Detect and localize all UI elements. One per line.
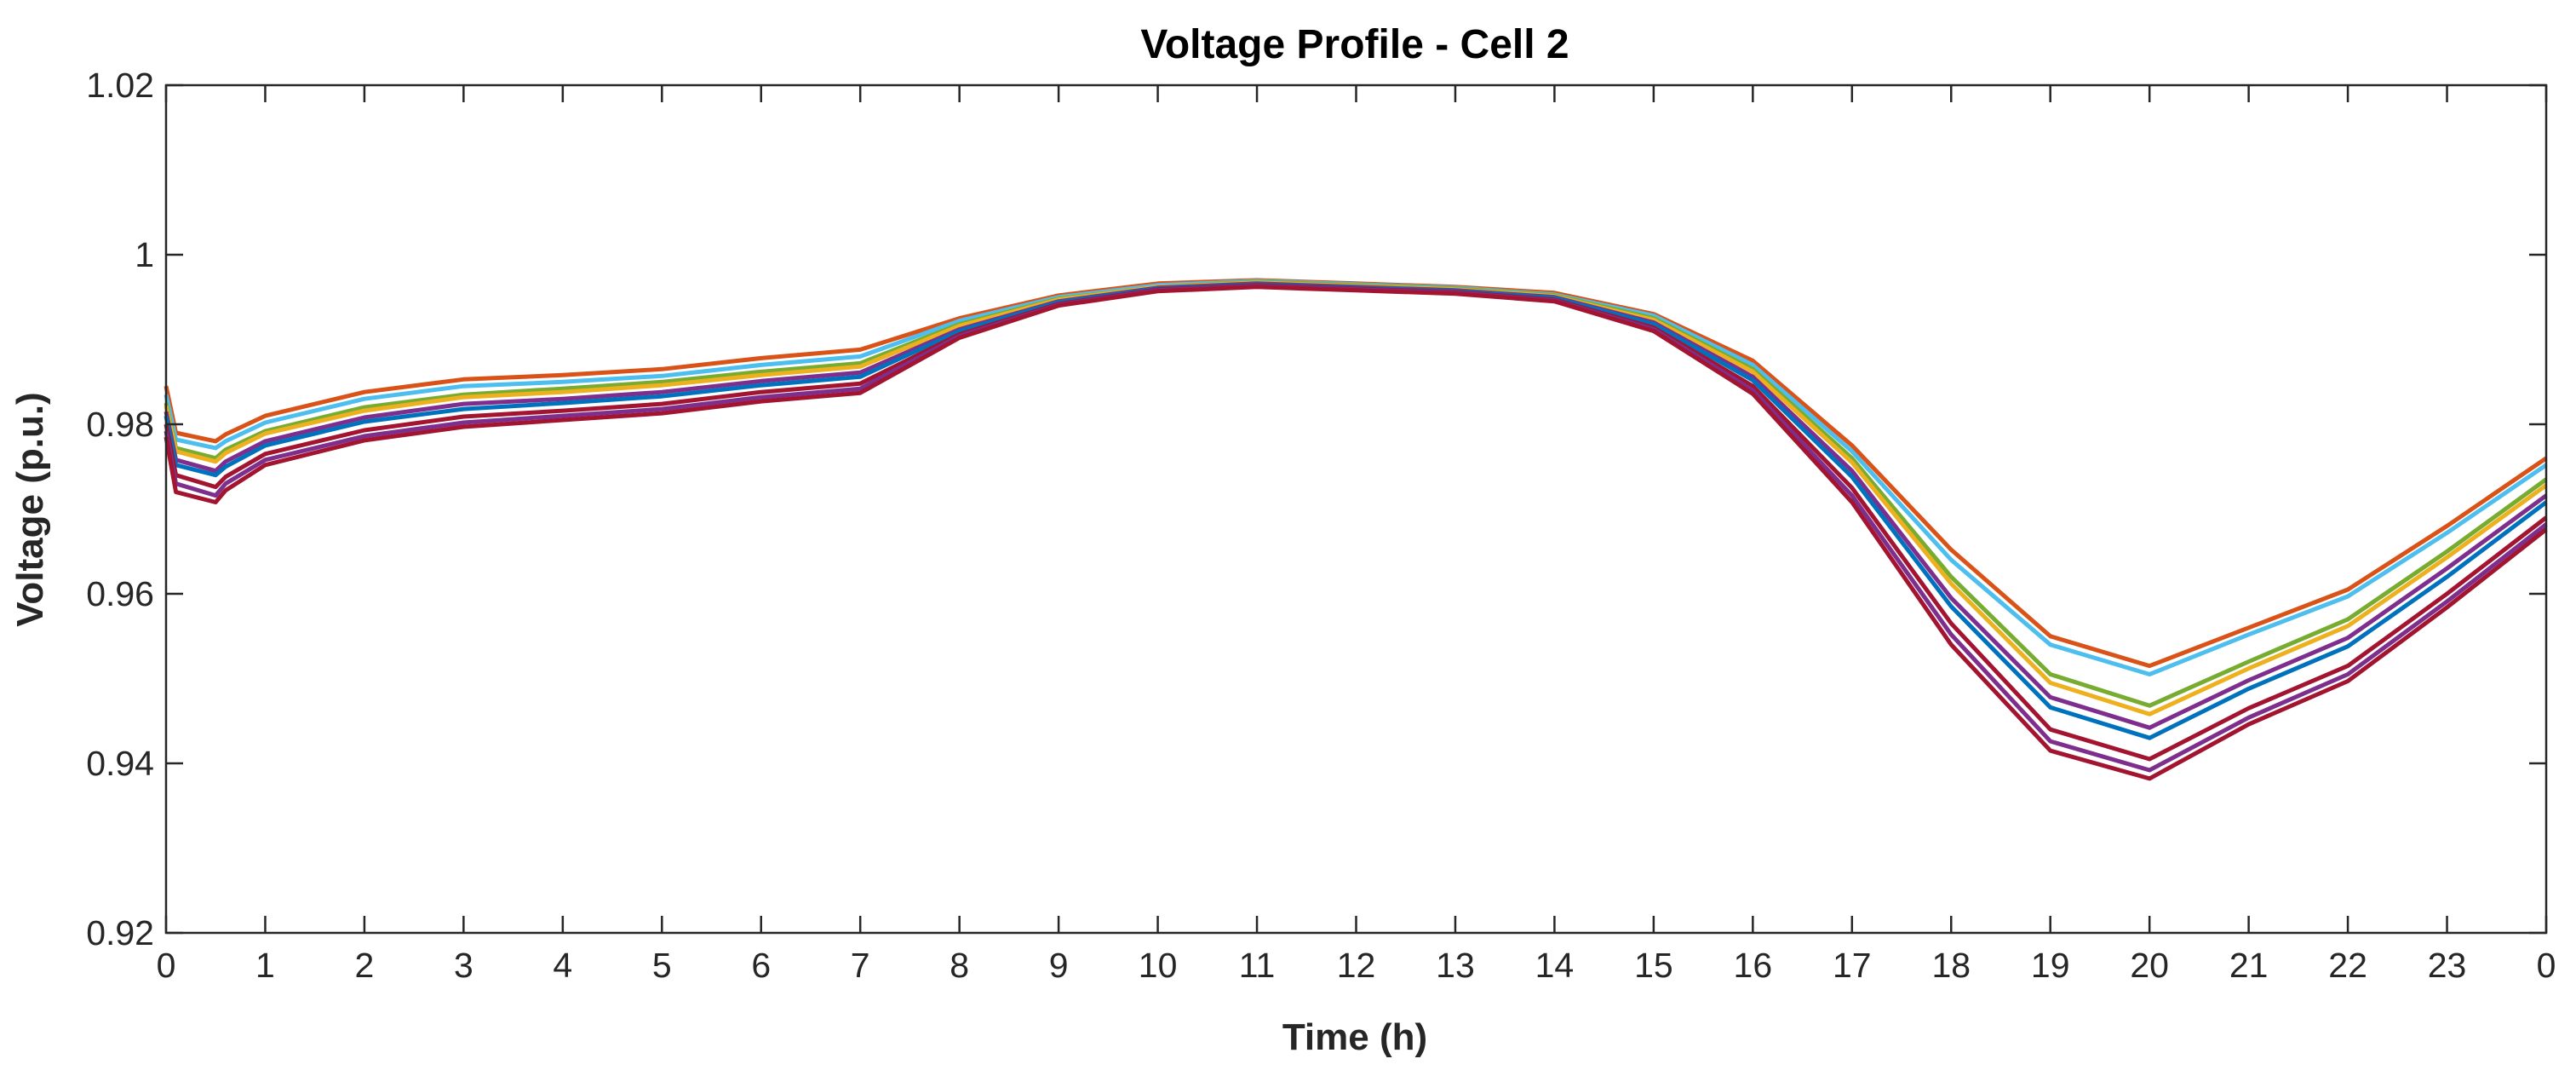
x-tick-label: 10 [1139, 946, 1178, 985]
series-line-bus-9 [164, 285, 2548, 781]
y-axis: 0.92 0.94 0.96 0.98 1 1.02 [86, 66, 2546, 952]
x-tick-label: 7 [851, 946, 870, 985]
x-tick-label: 13 [1436, 946, 1475, 985]
x-tick-label: 21 [2229, 946, 2269, 985]
x-tick-label: 6 [751, 946, 771, 985]
x-tick-label: 3 [454, 946, 473, 985]
x-tick-label: 19 [2031, 946, 2070, 985]
chart-title: Voltage Profile - Cell 2 [1140, 22, 1569, 67]
x-tick-label: 1 [255, 946, 275, 985]
x-tick-label: 23 [2428, 946, 2467, 985]
x-tick-label: 0 [2537, 946, 2556, 985]
y-tick-label: 0.96 [86, 574, 154, 613]
series-layer [164, 278, 2548, 781]
x-tick-label: 9 [1049, 946, 1069, 985]
x-tick-label: 4 [553, 946, 572, 985]
x-tick-label: 20 [2130, 946, 2169, 985]
x-tick-label: 2 [355, 946, 375, 985]
x-tick-label: 12 [1337, 946, 1376, 985]
x-tick-label: 22 [2328, 946, 2367, 985]
y-axis-title: Voltage (p.u.) [9, 392, 51, 626]
x-tick-label: 15 [1634, 946, 1673, 985]
x-tick-label: 5 [652, 946, 672, 985]
x-axis-title: Time (h) [1282, 1016, 1427, 1058]
x-tick-label: 18 [1931, 946, 1971, 985]
x-tick-label: 8 [950, 946, 969, 985]
x-tick-label: 11 [1239, 946, 1276, 985]
x-tick-label: 16 [1734, 946, 1773, 985]
x-tick-label: 0 [157, 946, 176, 985]
x-axis: 0 1 2 3 4 5 6 7 8 9 10 11 12 13 14 15 16 17 18 19 20 21 22 23 0 [157, 85, 2556, 985]
y-tick-label: 1 [135, 235, 154, 274]
x-tick-label: 17 [1833, 946, 1872, 985]
y-tick-label: 0.98 [86, 405, 154, 444]
y-tick-label: 0.94 [86, 744, 154, 783]
y-tick-label: 1.02 [86, 66, 154, 105]
y-tick-label: 0.92 [86, 913, 154, 952]
x-tick-label: 14 [1535, 946, 1575, 985]
